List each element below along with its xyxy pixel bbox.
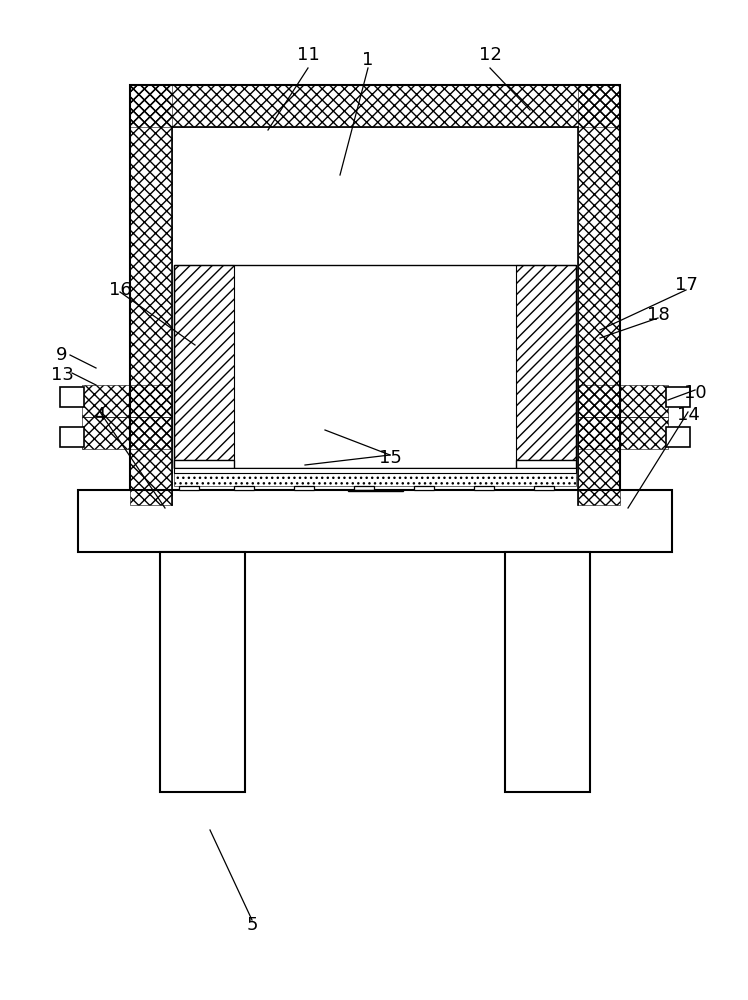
Bar	[82, 385, 172, 417]
Bar	[174, 468, 576, 486]
Text: 1: 1	[362, 51, 374, 69]
Bar	[414, 486, 434, 490]
Text: 13: 13	[51, 366, 73, 384]
Bar	[348, 490, 403, 491]
Bar	[516, 460, 576, 468]
Bar	[666, 387, 690, 407]
Bar	[578, 85, 620, 505]
Bar	[505, 552, 590, 792]
Text: 9: 9	[56, 346, 68, 364]
Bar	[234, 486, 254, 490]
Text: 4: 4	[94, 406, 105, 424]
Bar	[82, 417, 172, 449]
Text: 18: 18	[646, 306, 669, 324]
Bar	[294, 486, 314, 490]
Bar	[78, 490, 672, 552]
Text: 15: 15	[378, 449, 402, 467]
Bar	[130, 85, 172, 505]
Bar	[578, 417, 668, 449]
Text: 16: 16	[108, 281, 132, 299]
Bar	[534, 486, 554, 490]
Text: 14: 14	[676, 406, 699, 424]
Bar	[666, 427, 690, 447]
Bar	[174, 460, 234, 468]
Bar	[578, 385, 668, 417]
Bar	[172, 127, 578, 505]
Bar	[474, 486, 494, 490]
Text: 11: 11	[297, 46, 319, 64]
Text: 10: 10	[684, 384, 706, 402]
Bar	[354, 486, 374, 490]
Bar	[174, 265, 234, 460]
Bar	[516, 265, 576, 460]
Text: 17: 17	[675, 276, 697, 294]
Bar	[130, 85, 620, 505]
Bar	[174, 468, 576, 473]
Text: 12: 12	[479, 46, 501, 64]
Bar	[60, 427, 84, 447]
Bar	[179, 486, 199, 490]
Bar	[160, 552, 245, 792]
Bar	[60, 387, 84, 407]
Bar	[130, 85, 620, 127]
Bar	[174, 265, 576, 468]
Text: 5: 5	[246, 916, 258, 934]
